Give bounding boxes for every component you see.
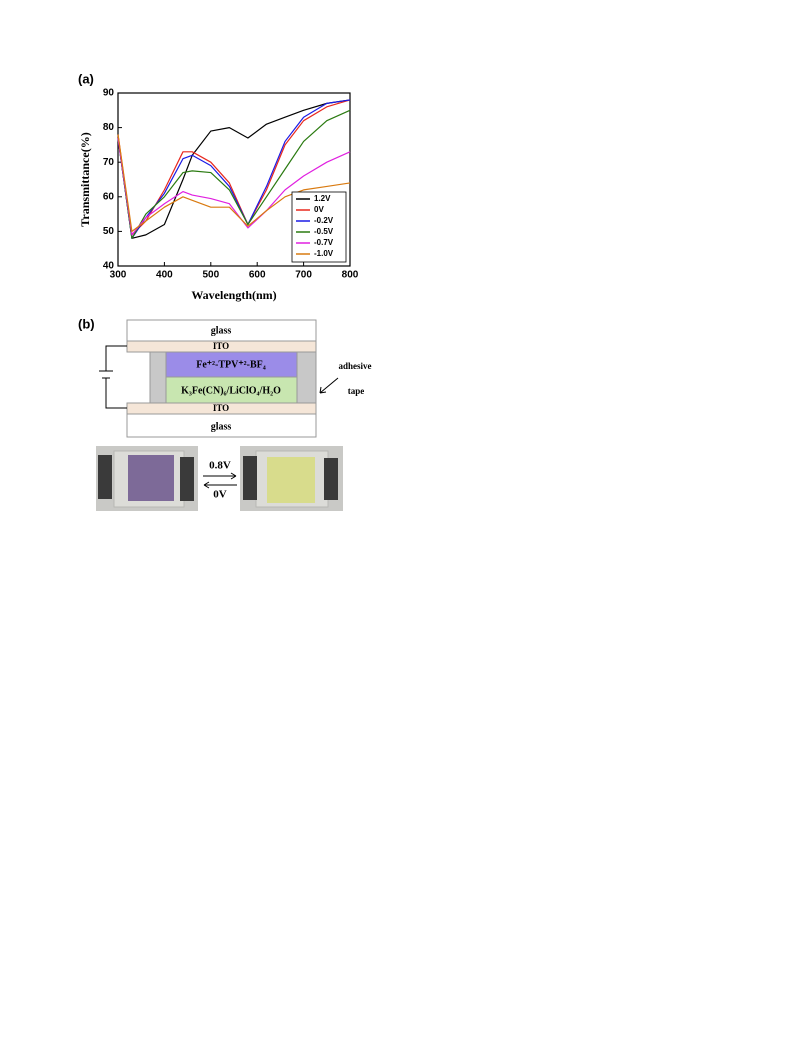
annotation: tape <box>348 386 365 396</box>
layer-label: Fe⁺²-TPV⁺²-BF₄ <box>196 359 266 370</box>
pointer-arrow <box>319 377 339 394</box>
panel-label: (b) <box>78 316 95 331</box>
photo-electrode <box>243 456 257 500</box>
x-tick-label: 400 <box>156 270 173 281</box>
legend-label: -0.7V <box>314 238 334 247</box>
device-photos: 0.8V 0V <box>96 446 343 511</box>
circuit-wire <box>99 345 127 409</box>
x-tick-label: 700 <box>295 270 312 281</box>
chart: 300 400 500 600 700 800 40 50 60 70 80 90 Wavelength… <box>78 88 359 302</box>
series-line <box>117 134 351 232</box>
layer-label: glass <box>211 325 232 336</box>
y-tick-label: 40 <box>103 261 115 272</box>
voltage-label: 0V <box>213 489 227 501</box>
legend-label: -0.5V <box>314 227 334 236</box>
x-axis-label: Wavelength(nm) <box>191 288 276 302</box>
device-diagram: glass ITO Fe⁺²-TPV⁺²-BF₄ K₃Fe(CN)₆/LiClO… <box>99 319 372 438</box>
photo-electrode <box>324 458 338 500</box>
glass-layer <box>126 413 317 438</box>
switch-arrow <box>203 472 237 489</box>
k-layer <box>165 376 298 404</box>
layer-label: glass <box>211 421 232 432</box>
photo-yellow-area <box>267 457 315 503</box>
x-tick-label: 600 <box>249 270 266 281</box>
x-tick-label: 300 <box>110 270 127 281</box>
y-tick-label: 60 <box>103 191 115 202</box>
series-line <box>117 137 351 236</box>
photo-purple-area <box>128 455 174 501</box>
panel-label: (a) <box>78 71 94 86</box>
adhesive-tape <box>149 351 167 404</box>
x-tick-label: 500 <box>202 270 219 281</box>
legend-label: -1.0V <box>314 249 334 258</box>
layer-label: ITO <box>213 341 229 351</box>
series-line <box>117 99 351 239</box>
legend-box <box>291 191 347 263</box>
legend-label: 1.2V <box>314 194 331 203</box>
adhesive-tape <box>296 351 317 404</box>
x-tick-label: 800 <box>342 270 359 281</box>
photo-electrode <box>98 455 112 499</box>
photo-electrode <box>180 457 194 501</box>
legend-label: -0.2V <box>314 216 334 225</box>
legend-label: 0V <box>314 205 324 214</box>
annotation: adhesive <box>338 361 371 371</box>
y-tick-label: 50 <box>103 226 115 237</box>
y-tick-label: 90 <box>103 88 115 99</box>
plot-frame <box>117 92 351 267</box>
voltage-label: 0.8V <box>209 460 231 472</box>
series-line <box>117 99 351 239</box>
layer-label: ITO <box>213 403 229 413</box>
layer-label: K₃Fe(CN)₆/LiClO₄/H₂O <box>181 385 281 396</box>
y-tick-label: 80 <box>103 122 115 133</box>
series-line <box>117 109 351 239</box>
y-tick-label: 70 <box>103 157 115 168</box>
y-axis-label: Transmittance(%) <box>78 132 92 226</box>
